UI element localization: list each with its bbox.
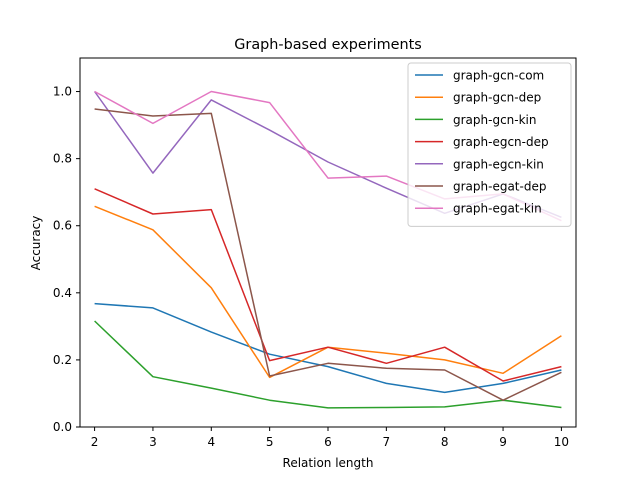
legend-label: graph-egat-dep [453,180,546,194]
chart-title: Graph-based experiments [234,37,422,53]
axis-ticks: 2 3 4 5 6 7 8 9 10 0.0 0.2 0.4 0.6 0.8 1.0 [53,85,569,449]
legend-box [407,62,572,227]
plot-frame [79,57,577,428]
series-line-graph-gcn-kin [94,320,562,409]
y-tick-label: 1.0 [53,85,72,99]
x-tick-label: 10 [554,435,569,449]
legend: graph-gcn-com graph-gcn-dep graph-gcn-kin g… [407,62,572,227]
x-tick-label: 2 [91,435,99,449]
legend-label: graph-egat-kin [453,202,542,216]
x-tick-label: 7 [383,435,391,449]
y-tick-label: 0.0 [53,420,72,434]
legend-label: graph-egcn-kin [453,157,544,171]
x-tick-label: 8 [441,435,449,449]
y-tick-label: 0.2 [53,353,72,367]
series-line-graph-egat-dep [94,108,562,401]
series-line-graph-gcn-com [94,302,562,394]
legend-label: graph-gcn-dep [453,91,541,105]
x-tick-label: 5 [266,435,274,449]
x-tick-label: 9 [499,435,507,449]
x-tick-label: 3 [149,435,157,449]
y-axis-label: Accuracy [29,216,43,271]
y-tick-label: 0.8 [53,152,72,166]
x-axis-label: Relation length [283,456,374,470]
legend-label: graph-gcn-kin [453,113,537,127]
y-tick-label: 0.6 [53,219,72,233]
legend-label: graph-egcn-dep [453,135,549,149]
x-tick-label: 4 [207,435,215,449]
x-tick-label: 6 [324,435,332,449]
series-line-graph-egcn-dep [94,188,562,382]
y-tick-label: 0.4 [53,286,72,300]
legend-label: graph-gcn-com [453,69,544,83]
